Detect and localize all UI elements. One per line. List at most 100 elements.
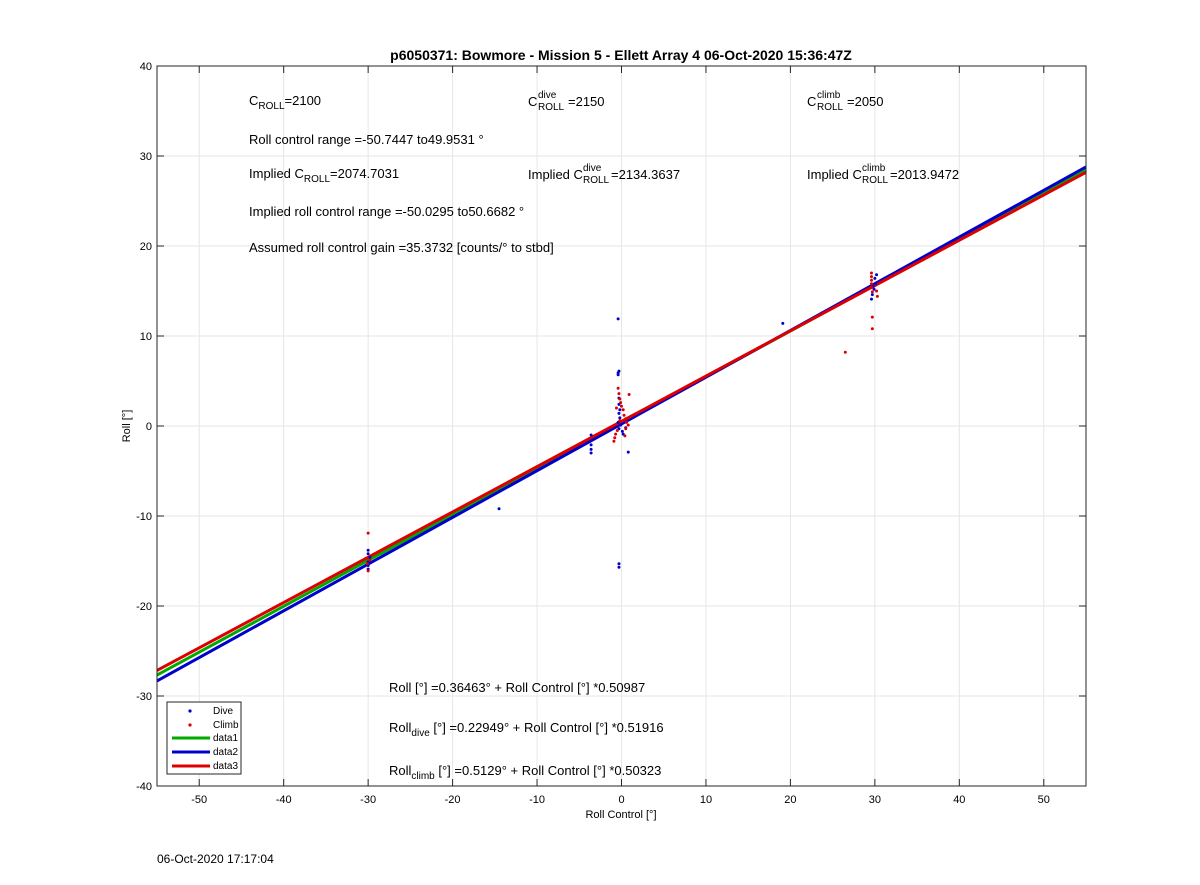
implied-c-roll-annotation: Implied CROLL=2074.7031 [249, 166, 399, 185]
svg-text:ROLL: ROLL [817, 102, 844, 113]
legend: Dive Climb data1 data2 data3 [166, 701, 242, 775]
dive-point [616, 317, 620, 321]
x-tick-label: -30 [360, 794, 376, 806]
x-axis-label: Roll Control [°] [585, 809, 656, 821]
dive-point [366, 548, 370, 552]
x-tick-label: 0 [618, 794, 624, 806]
svg-text:climb: climb [862, 163, 886, 174]
c-roll-annotation: CROLL=2100 [249, 93, 321, 112]
c-roll-climb-annotation: C climb ROLL =2050 [807, 90, 884, 113]
implied-c-roll-climb-annotation: Implied C climb ROLL =2013.9472 [807, 163, 959, 186]
dive-point [589, 433, 593, 437]
y-tick-label: 40 [140, 61, 152, 73]
footer-timestamp: 06-Oct-2020 17:17:04 [157, 852, 274, 866]
y-tick-label: 20 [140, 241, 152, 253]
climb-point [614, 432, 618, 436]
dive-point [872, 287, 876, 291]
climb-point [618, 397, 622, 401]
y-tick-label: -30 [136, 691, 152, 703]
equation-all: Roll [°] =0.36463° + Roll Control [°] *0… [389, 680, 645, 695]
svg-text:ROLL: ROLL [583, 175, 610, 186]
dive-point [618, 416, 622, 420]
x-tick-label: 10 [700, 794, 712, 806]
climb-point [869, 285, 873, 289]
svg-text:Implied C: Implied C [528, 167, 583, 182]
x-tick-label: -10 [529, 794, 545, 806]
climb-point [625, 420, 629, 424]
climb-point [619, 401, 623, 405]
svg-text:climb: climb [817, 90, 841, 101]
x-tick-label: -40 [276, 794, 292, 806]
dive-point [781, 321, 785, 325]
svg-text:ROLL: ROLL [538, 102, 565, 113]
climb-point [612, 439, 616, 443]
x-tick-label: -20 [445, 794, 461, 806]
climb-point [869, 278, 873, 282]
dive-point [873, 276, 877, 280]
legend-dive-label: Dive [213, 706, 233, 717]
x-tick-label: 30 [869, 794, 881, 806]
dive-point [589, 443, 593, 447]
legend-climb-label: Climb [213, 720, 239, 731]
dive-point [589, 447, 593, 451]
dive-point [368, 555, 372, 559]
climb-point [368, 558, 372, 562]
y-tick-label: -10 [136, 511, 152, 523]
y-tick-label: 30 [140, 151, 152, 163]
roll-control-range-annotation: Roll control range =-50.7447 to49.9531 ° [249, 132, 484, 147]
climb-point [624, 427, 628, 431]
implied-range-annotation: Implied roll control range =-50.0295 to5… [249, 204, 524, 219]
fit-line-data3 [156, 170, 1087, 672]
svg-text:ROLL: ROLL [862, 175, 889, 186]
climb-point [843, 350, 847, 354]
dive-point [874, 282, 878, 286]
climb-point [869, 275, 873, 279]
climb-point [875, 289, 879, 293]
axis-ticks: -50 -40 -30 -20 -10 0 10 20 30 40 50 -40 -30 -20 -10 0 1… [136, 61, 1086, 806]
climb-point [366, 531, 370, 535]
climb-point [365, 562, 369, 566]
gain-annotation: Assumed roll control gain =35.3732 [coun… [249, 240, 554, 255]
dive-point [617, 562, 621, 566]
svg-text:dive: dive [583, 163, 602, 174]
climb-point [869, 282, 873, 286]
svg-text:C: C [807, 94, 816, 109]
y-tick-label: -40 [136, 781, 152, 793]
dive-point [617, 565, 621, 569]
climb-point [870, 327, 874, 331]
dive-point [497, 507, 501, 511]
climb-point [870, 290, 874, 294]
dive-point [620, 429, 624, 433]
climb-point [617, 392, 621, 396]
svg-text:=2134.3637: =2134.3637 [611, 167, 680, 182]
svg-text:=2050: =2050 [847, 94, 884, 109]
dive-point [617, 411, 621, 415]
climb-point [622, 413, 626, 417]
legend-data1-label: data1 [213, 733, 238, 744]
legend-data3-label: data3 [213, 761, 238, 772]
climb-point [620, 404, 623, 408]
dive-point [366, 552, 370, 556]
x-tick-label: -50 [191, 794, 207, 806]
dive-point [589, 451, 593, 455]
x-tick-label: 20 [784, 794, 796, 806]
dive-point [870, 293, 874, 297]
svg-text:C: C [528, 94, 537, 109]
climb-point [618, 419, 622, 423]
legend-dive-marker [188, 709, 192, 713]
equation-dive: Rolldive [°] =0.22949° + Roll Control [°… [389, 720, 664, 739]
y-tick-label: 10 [140, 331, 152, 343]
y-axis-label: Roll [°] [121, 410, 133, 443]
svg-text:=2013.9472: =2013.9472 [890, 167, 959, 182]
climb-point [621, 408, 625, 412]
climb-point [869, 271, 873, 275]
equation-climb: Rollclimb [°] =0.5129° + Roll Control [°… [389, 763, 661, 782]
climb-point [875, 294, 879, 298]
svg-text:=2150: =2150 [568, 94, 605, 109]
climb-point [870, 315, 874, 319]
x-tick-label: 50 [1038, 794, 1050, 806]
dive-point [869, 297, 873, 301]
svg-text:Implied C: Implied C [807, 167, 862, 182]
scatter-points [365, 271, 879, 573]
